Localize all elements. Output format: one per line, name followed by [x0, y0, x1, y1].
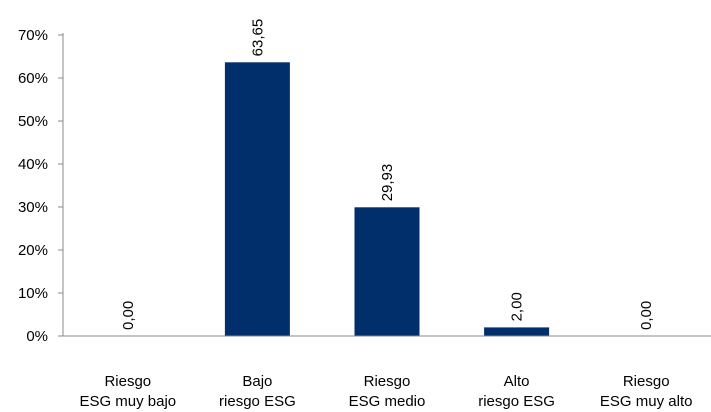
data-label: 63,65: [249, 19, 266, 57]
x-tick-label: Alto: [504, 373, 530, 390]
y-tick-label: 30%: [18, 199, 48, 216]
x-tick-label: riesgo ESG: [219, 393, 296, 410]
y-tick-label: 10%: [18, 285, 48, 302]
x-tick-label: ESG muy alto: [600, 393, 693, 410]
x-tick-label: Riesgo: [364, 373, 411, 390]
y-tick-label: 60%: [18, 70, 48, 87]
y-tick-label: 70%: [18, 27, 48, 44]
data-label: 2,00: [509, 292, 526, 321]
y-tick-label: 0%: [26, 328, 48, 345]
data-label: 0,00: [120, 301, 137, 330]
data-label: 29,93: [379, 164, 396, 202]
y-tick-label: 20%: [18, 242, 48, 259]
x-tick-label: Bajo: [242, 373, 272, 390]
y-tick-label: 40%: [18, 156, 48, 173]
bars: [224, 62, 550, 337]
y-axis: 0% 10% 20% 30% 40% 50% 60% 70%: [18, 27, 64, 345]
bar: [484, 327, 550, 336]
bar: [224, 62, 290, 337]
x-tick-label: riesgo ESG: [478, 393, 555, 410]
x-tick-label: Riesgo: [623, 373, 670, 390]
x-tick-label: ESG muy bajo: [79, 393, 176, 410]
x-tick-label: ESG medio: [349, 393, 426, 410]
value-labels: 0,00 63,65 29,93 2,00 0,00: [120, 19, 655, 330]
y-tick-label: 50%: [18, 113, 48, 130]
category-labels: Riesgo ESG muy bajo Bajo riesgo ESG Riesgo ES…: [79, 373, 692, 410]
bar: [354, 207, 420, 336]
data-label: 0,00: [638, 301, 655, 330]
x-tick-label: Riesgo: [104, 373, 151, 390]
